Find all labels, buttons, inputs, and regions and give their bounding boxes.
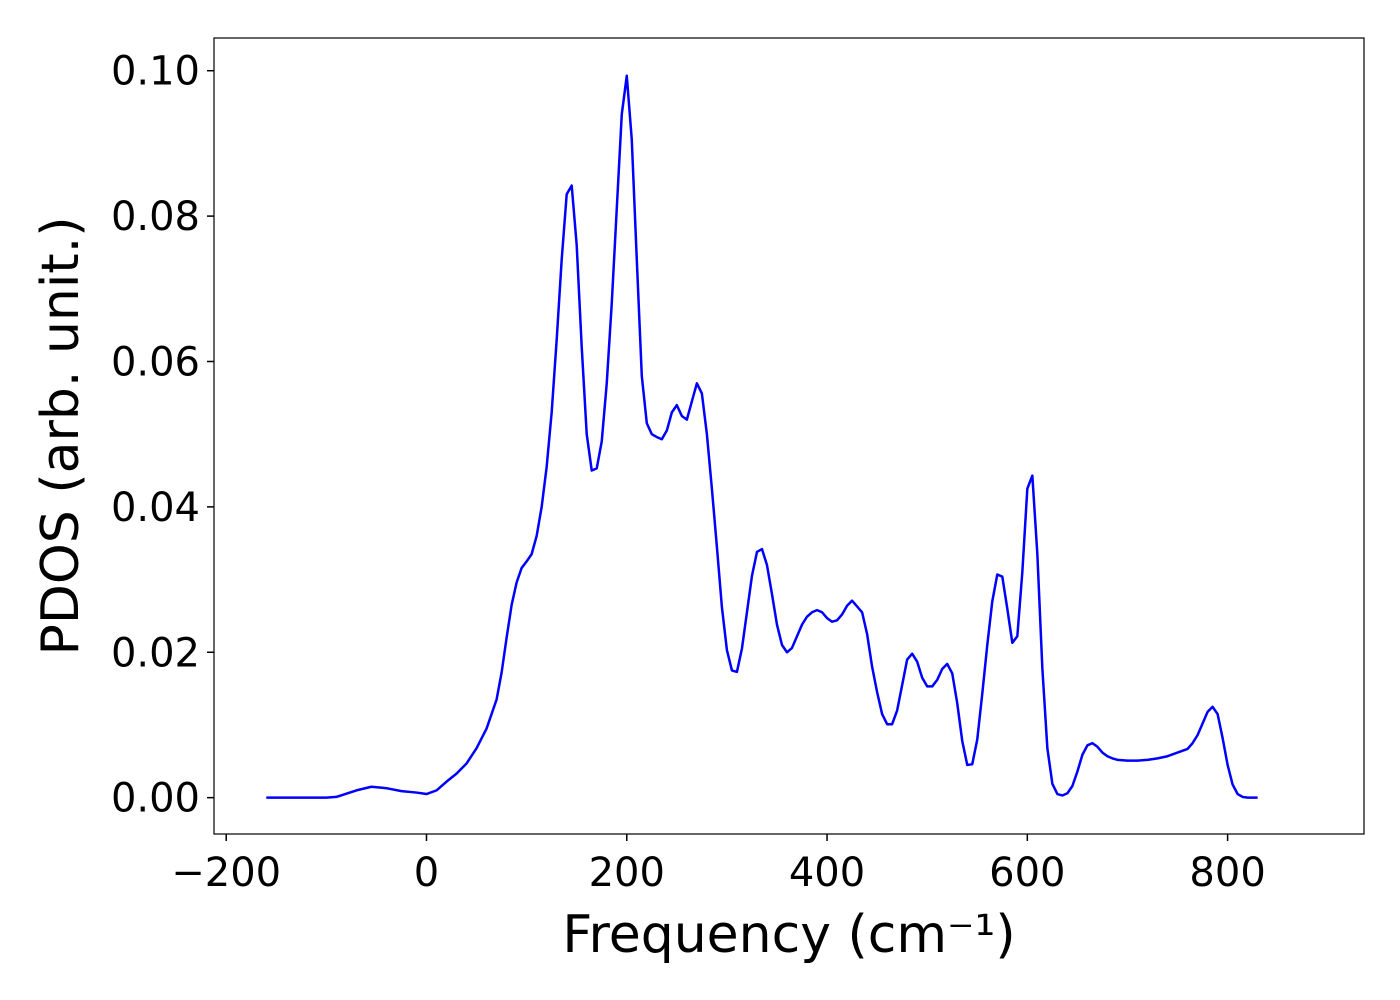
y-axis-label: PDOS (arb. unit.): [31, 216, 91, 655]
x-tick-label: 0: [414, 850, 439, 896]
x-tick-label: 600: [989, 850, 1065, 896]
x-tick-label: 800: [1189, 850, 1265, 896]
y-tick-label: 0.00: [111, 776, 200, 822]
x-tick-label: 400: [789, 850, 865, 896]
plot-frame: [213, 37, 1365, 835]
y-tick-label: 0.10: [111, 49, 200, 95]
y-tick-label: 0.02: [111, 630, 200, 676]
y-tick-label: 0.08: [111, 194, 200, 240]
pdos-line: [266, 74, 1258, 799]
y-tick-label: 0.04: [111, 485, 200, 531]
x-tick-label: 200: [589, 850, 665, 896]
x-tick-label: −200: [171, 850, 281, 896]
y-tick-label: 0.06: [111, 339, 200, 385]
x-axis-label: Frequency (cm⁻¹): [562, 905, 1015, 965]
